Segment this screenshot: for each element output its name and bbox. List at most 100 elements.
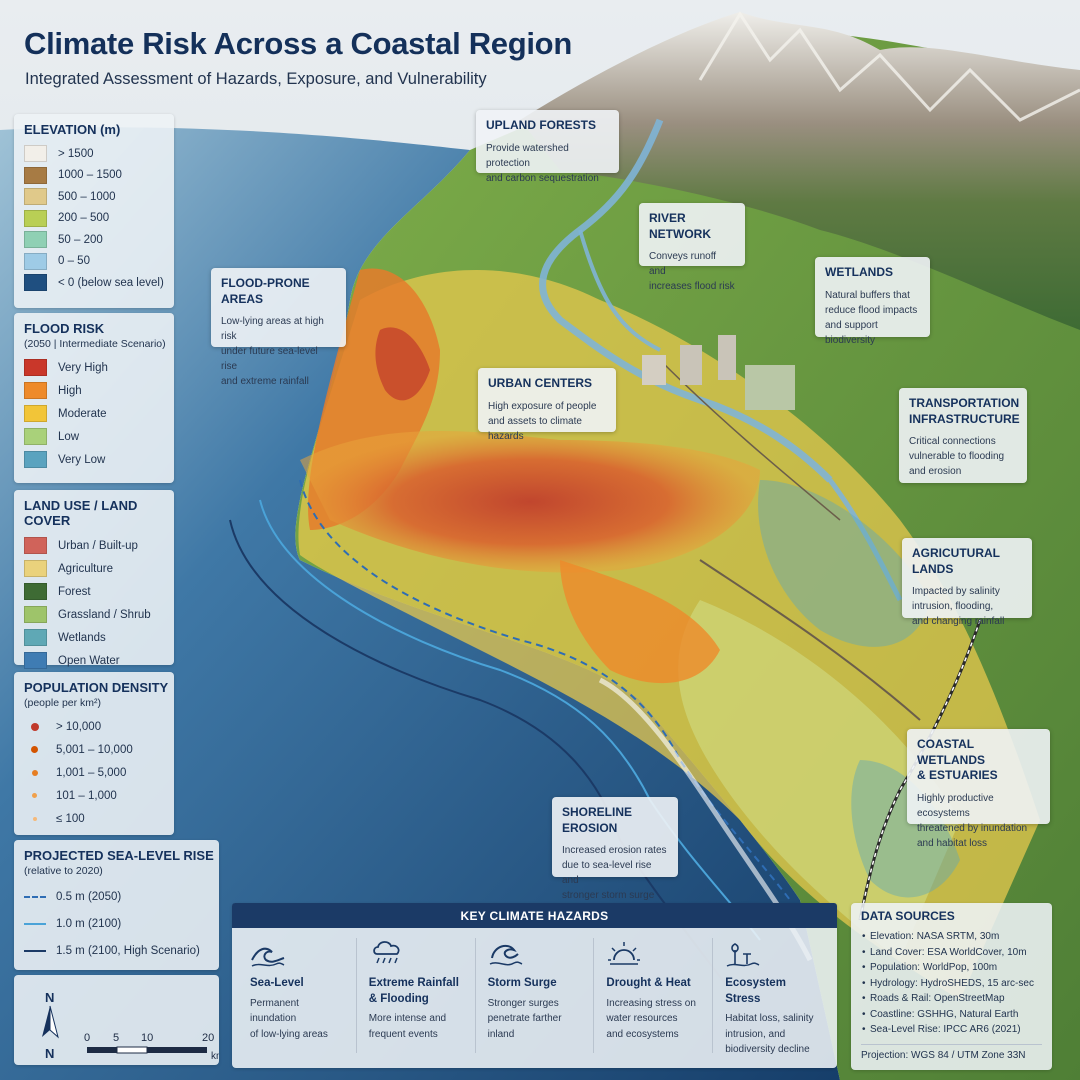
legend-swatch	[24, 606, 47, 623]
callout-text: High exposure of people and assets to cl…	[488, 400, 597, 442]
elevation-legend-title: ELEVATION (m)	[24, 122, 121, 137]
legend-swatch	[24, 949, 46, 952]
callout-upland-forests: UPLAND FORESTS Provide watershed protect…	[476, 110, 619, 184]
sun-heat-icon	[608, 942, 641, 965]
legend-swatch	[24, 405, 47, 422]
scale-unit: km	[211, 1051, 219, 1062]
scale-tick-label: 10	[141, 1032, 153, 1044]
legend-label: Low	[58, 430, 80, 443]
legend-label: Agriculture	[58, 562, 113, 575]
legend-swatch	[24, 922, 46, 925]
legend-row: Grassland / Shrub	[24, 603, 174, 626]
hazard-desc: Stronger surges penetrate farther inland	[487, 997, 562, 1040]
data-source-item: Elevation: NASA SRTM, 30m	[862, 929, 1042, 945]
legend-swatch	[24, 145, 47, 163]
callout-coastal-wetlands: COASTAL WETLANDS & ESTUARIES Highly prod…	[907, 729, 1050, 849]
legend-row: 1.0 m (2100)	[24, 910, 219, 937]
scale-tick-label: 20	[202, 1032, 214, 1044]
callout-title: TRANSPORTATION INFRASTRUCTURE	[909, 396, 1020, 426]
legend-swatch	[24, 274, 47, 292]
legend-label: > 10,000	[56, 720, 102, 733]
population-legend: POPULATION DENSITY (people per km²) > 10…	[14, 672, 174, 835]
population-dot	[31, 769, 38, 776]
land-use-legend-title: LAND USE / LAND COVER	[24, 498, 138, 528]
legend-swatch	[24, 652, 47, 669]
legend-swatch	[24, 188, 47, 206]
legend-row: 101 – 1,000	[24, 784, 174, 807]
legend-label: Forest	[58, 585, 91, 598]
elevation-legend: ELEVATION (m) > 1500 1000 – 1500 500 – 100…	[14, 114, 174, 308]
scale-segment	[87, 1047, 117, 1053]
callout-text: Impacted by salinity intrusion, flooding…	[912, 586, 1005, 628]
hazard-name: Extreme Rainfall & Flooding	[368, 977, 459, 1005]
sea-level-legend: PROJECTED SEA-LEVEL RISE (relative to 20…	[14, 840, 219, 970]
legend-row: 1,001 – 5,000	[24, 761, 174, 784]
land-use-legend: LAND USE / LAND COVER Urban / Built-up Ag…	[14, 490, 174, 669]
legend-swatch	[24, 811, 45, 826]
legend-row: Wetlands	[24, 626, 174, 649]
data-sources-panel: DATA SOURCES Elevation: NASA SRTM, 30mLa…	[851, 903, 1052, 1070]
scale-tick-label: 5	[113, 1032, 119, 1044]
legend-row: 50 – 200	[24, 229, 174, 251]
legend-row: 500 – 1000	[24, 186, 174, 208]
population-dot	[31, 746, 38, 753]
legend-swatch	[24, 560, 47, 577]
sea-level-legend-title: PROJECTED SEA-LEVEL RISE	[24, 848, 214, 863]
legend-swatch	[24, 719, 45, 734]
callout-text: Critical connections vulnerable to flood…	[909, 436, 1005, 478]
legend-label: 1000 – 1500	[58, 169, 122, 182]
data-sources-list: Elevation: NASA SRTM, 30mLand Cover: ESA…	[861, 929, 1042, 1038]
legend-swatch	[24, 583, 47, 600]
data-sources-title: DATA SOURCES	[861, 909, 955, 923]
hazard-sea-level: Sea-Level Permanent inundation of low-ly…	[238, 938, 357, 1053]
callout-wetlands: WETLANDS Natural buffers that reduce flo…	[815, 257, 930, 346]
hazard-name: Ecosystem Stress	[725, 977, 786, 1005]
hazard-name: Drought & Heat	[606, 977, 691, 989]
legend-row: Open Water	[24, 649, 174, 672]
data-source-item: Population: WorldPop, 100m	[862, 960, 1042, 976]
flood-risk-legend: FLOOD RISK (2050 | Intermediate Scenario…	[14, 313, 174, 483]
sea-level-legend-note: (relative to 2020)	[24, 865, 103, 877]
callout-title: FLOOD-PRONE AREAS	[221, 276, 310, 306]
callout-title: UPLAND FORESTS	[486, 118, 597, 132]
callout-title: COASTAL WETLANDS & ESTUARIES	[917, 737, 998, 783]
legend-label: 101 – 1,000	[56, 789, 117, 802]
legend-row: > 10,000	[24, 715, 174, 738]
north-arrow-icon	[42, 1005, 59, 1039]
legend-label: Very High	[58, 361, 108, 374]
legend-row: < 0 (below sea level)	[24, 272, 174, 294]
legend-label: Moderate	[58, 407, 107, 420]
callout-title: AGRICUTURAL LANDS	[912, 546, 1000, 576]
callout-title: SHORELINE EROSION	[562, 805, 633, 835]
wave-icon	[251, 947, 285, 967]
ecosystem-icon	[726, 943, 760, 967]
legend-swatch	[24, 629, 47, 646]
population-legend-note: (people per km²)	[24, 697, 102, 709]
legend-row: > 1500	[24, 143, 174, 165]
legend-row: Forest	[24, 580, 174, 603]
callout-transportation: TRANSPORTATION INFRASTRUCTURE Critical c…	[899, 388, 1027, 483]
callout-text: Provide watershed protection and carbon …	[486, 142, 599, 184]
north-label: N	[45, 990, 54, 1005]
legend-row: Urban / Built-up	[24, 534, 174, 557]
legend-label: 1.5 m (2100, High Scenario)	[56, 944, 200, 957]
callout-shoreline-erosion: SHORELINE EROSION Increased erosion rate…	[552, 797, 678, 901]
legend-swatch	[24, 788, 45, 803]
legend-label: 1,001 – 5,000	[56, 766, 127, 779]
legend-label: 5,001 – 10,000	[56, 743, 133, 756]
callout-text: Conveys runoff and increases flood risk	[649, 251, 735, 293]
legend-label: 1.0 m (2100)	[56, 917, 122, 930]
page-title: Climate Risk Across a Coastal Region	[24, 26, 572, 61]
legend-label: High	[58, 384, 82, 397]
legend-row: 1.5 m (2100, High Scenario)	[24, 937, 219, 964]
callout-text: Natural buffers that reduce flood impact…	[825, 289, 918, 346]
legend-label: Grassland / Shrub	[58, 608, 151, 621]
legend-swatch	[24, 742, 45, 757]
flood-risk-legend-note: (2050 | Intermediate Scenario)	[24, 338, 166, 350]
callout-text: Increased erosion rates due to sea-level…	[562, 845, 667, 902]
data-source-item: Roads & Rail: OpenStreetMap	[862, 991, 1042, 1007]
legend-label: < 0 (below sea level)	[58, 276, 164, 289]
hazard-drought-heat: Drought & Heat Increasing stress on wate…	[594, 938, 714, 1053]
population-dot	[30, 722, 39, 731]
